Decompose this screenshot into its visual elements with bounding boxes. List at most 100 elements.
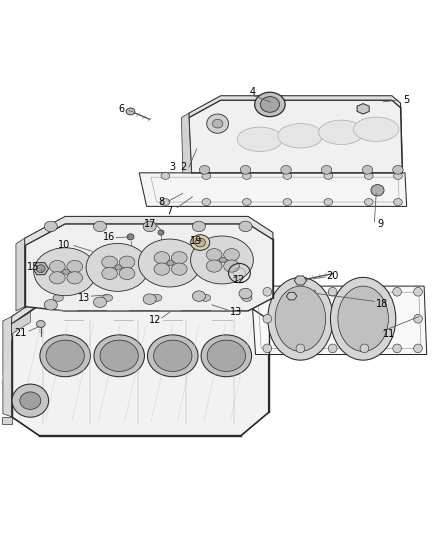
Text: 13: 13: [78, 293, 90, 303]
Ellipse shape: [263, 314, 272, 323]
Ellipse shape: [283, 199, 291, 206]
Ellipse shape: [394, 172, 402, 180]
Ellipse shape: [393, 287, 402, 296]
Ellipse shape: [153, 340, 192, 372]
Ellipse shape: [143, 221, 156, 232]
Ellipse shape: [338, 286, 388, 351]
Ellipse shape: [191, 235, 210, 251]
Ellipse shape: [263, 287, 272, 296]
Polygon shape: [16, 238, 24, 311]
Ellipse shape: [206, 248, 222, 261]
Ellipse shape: [161, 199, 170, 206]
Ellipse shape: [360, 344, 369, 353]
Ellipse shape: [86, 244, 149, 292]
Ellipse shape: [224, 248, 239, 261]
Text: 11: 11: [383, 329, 395, 339]
Polygon shape: [2, 417, 12, 424]
Ellipse shape: [171, 263, 187, 275]
Ellipse shape: [202, 199, 211, 206]
Ellipse shape: [167, 261, 174, 265]
Ellipse shape: [414, 287, 423, 296]
Ellipse shape: [67, 261, 83, 272]
Ellipse shape: [127, 234, 134, 240]
Polygon shape: [3, 317, 12, 417]
Ellipse shape: [240, 165, 251, 174]
Ellipse shape: [36, 265, 45, 272]
Text: 19: 19: [190, 236, 202, 246]
Ellipse shape: [219, 257, 226, 263]
Polygon shape: [139, 173, 407, 206]
Ellipse shape: [49, 272, 65, 284]
Polygon shape: [357, 103, 369, 114]
Ellipse shape: [46, 340, 84, 372]
Text: 12: 12: [233, 276, 246, 286]
Polygon shape: [24, 216, 273, 246]
Text: 18: 18: [376, 298, 388, 309]
Ellipse shape: [115, 265, 122, 270]
Ellipse shape: [100, 340, 139, 372]
Text: 17: 17: [143, 219, 156, 229]
Ellipse shape: [171, 252, 187, 264]
Text: 6: 6: [119, 104, 125, 114]
Ellipse shape: [275, 286, 326, 351]
Polygon shape: [287, 292, 297, 300]
Ellipse shape: [393, 344, 402, 353]
Ellipse shape: [324, 172, 333, 180]
Ellipse shape: [201, 335, 252, 377]
Ellipse shape: [281, 165, 291, 174]
Ellipse shape: [143, 294, 156, 304]
Text: 21: 21: [14, 328, 27, 338]
Polygon shape: [12, 302, 269, 435]
Ellipse shape: [191, 236, 253, 284]
Ellipse shape: [202, 172, 211, 180]
Ellipse shape: [237, 127, 283, 151]
Ellipse shape: [255, 92, 285, 117]
Ellipse shape: [330, 277, 396, 360]
Ellipse shape: [94, 221, 107, 232]
Ellipse shape: [207, 340, 246, 372]
Ellipse shape: [263, 344, 272, 353]
Ellipse shape: [161, 172, 170, 180]
Ellipse shape: [328, 344, 337, 353]
Ellipse shape: [154, 252, 170, 264]
Ellipse shape: [321, 165, 332, 174]
Ellipse shape: [40, 335, 90, 377]
Ellipse shape: [53, 294, 63, 301]
Ellipse shape: [239, 288, 252, 298]
Ellipse shape: [94, 297, 107, 308]
Ellipse shape: [139, 239, 201, 287]
Ellipse shape: [206, 260, 222, 272]
Ellipse shape: [319, 120, 364, 144]
Ellipse shape: [154, 263, 170, 275]
Text: 8: 8: [158, 197, 164, 207]
Text: 3: 3: [170, 162, 176, 172]
Ellipse shape: [268, 277, 333, 360]
Text: 4: 4: [250, 87, 256, 97]
Text: 16: 16: [103, 232, 115, 242]
Ellipse shape: [324, 199, 333, 206]
Ellipse shape: [94, 335, 145, 377]
Ellipse shape: [283, 172, 291, 180]
Polygon shape: [33, 263, 49, 274]
Text: 10: 10: [58, 240, 70, 250]
Ellipse shape: [148, 335, 198, 377]
Ellipse shape: [102, 268, 118, 280]
Ellipse shape: [199, 165, 210, 174]
Ellipse shape: [126, 108, 135, 115]
Ellipse shape: [119, 256, 135, 268]
Ellipse shape: [67, 272, 83, 284]
Ellipse shape: [195, 238, 205, 247]
Polygon shape: [12, 312, 30, 334]
Ellipse shape: [102, 294, 113, 301]
Ellipse shape: [278, 124, 323, 148]
Ellipse shape: [371, 184, 384, 196]
Ellipse shape: [364, 172, 373, 180]
Ellipse shape: [49, 261, 65, 272]
Ellipse shape: [296, 344, 305, 353]
Ellipse shape: [243, 199, 251, 206]
Text: 5: 5: [403, 95, 410, 105]
Ellipse shape: [44, 221, 57, 232]
Text: 2: 2: [180, 162, 187, 172]
Ellipse shape: [44, 300, 57, 310]
Ellipse shape: [200, 294, 211, 301]
